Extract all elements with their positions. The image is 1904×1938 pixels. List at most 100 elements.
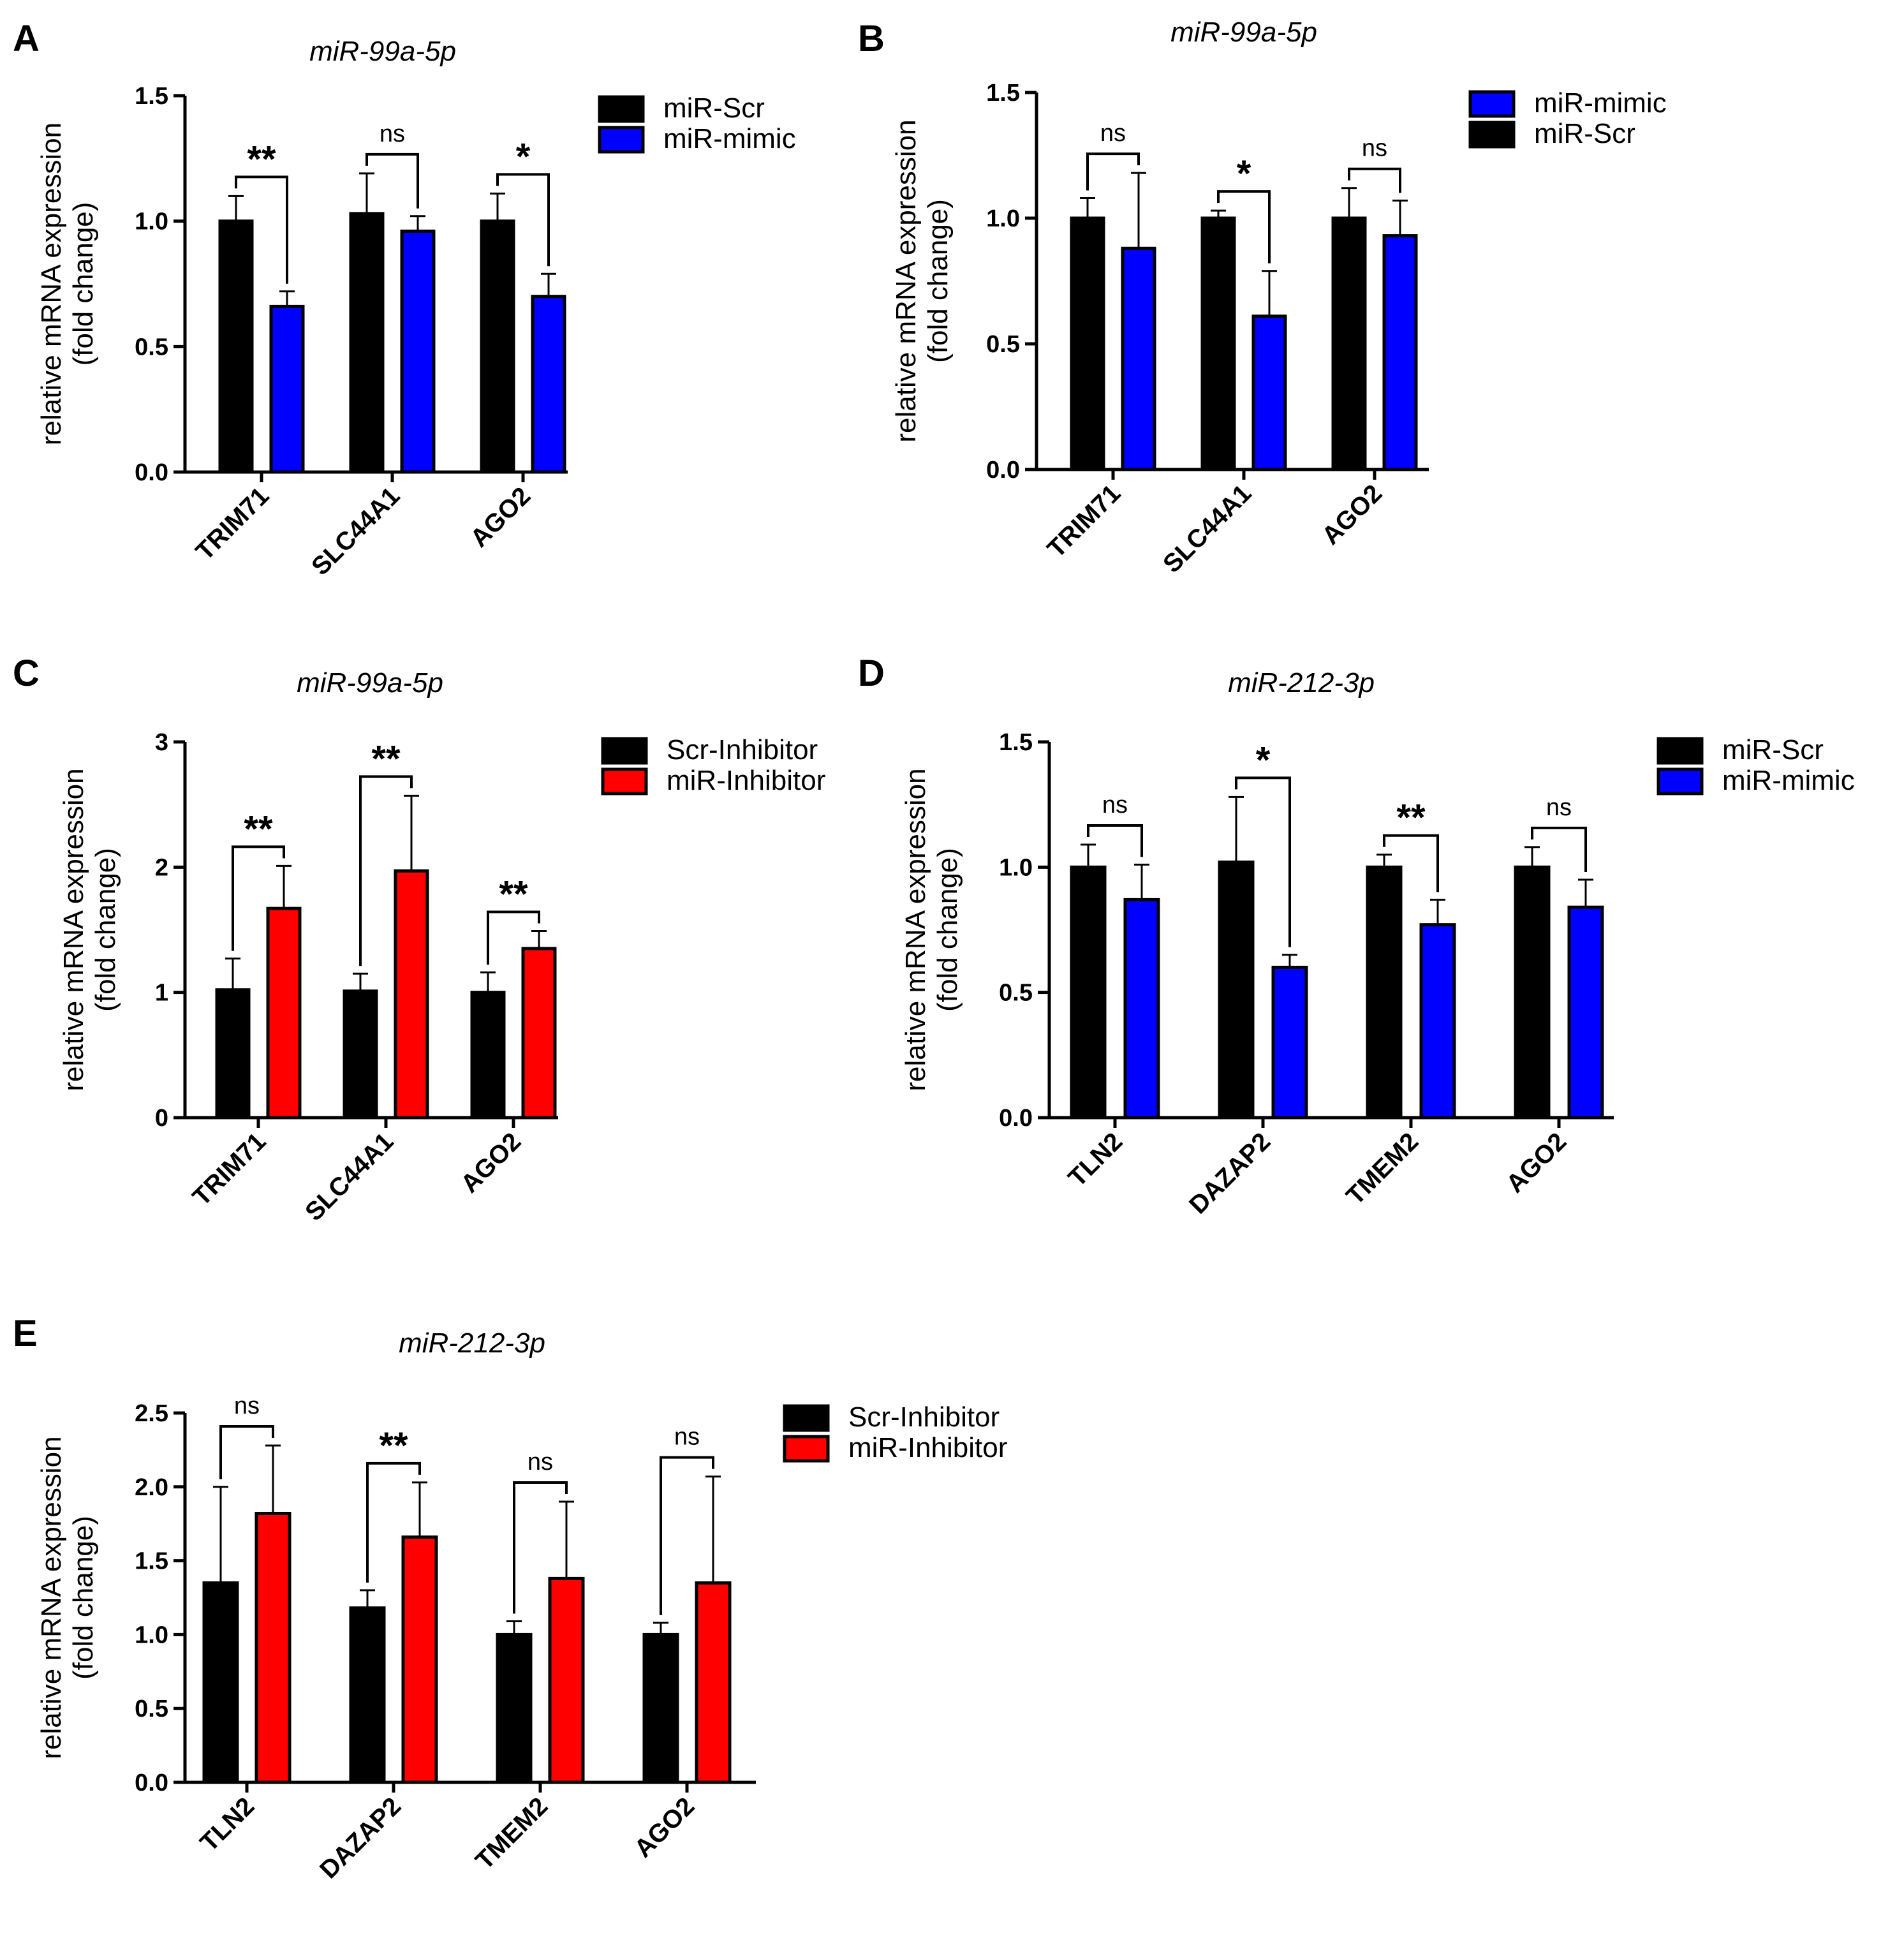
significance-label-stars: ** — [1396, 797, 1426, 839]
y-tick-label: 2 — [155, 854, 168, 881]
legend-swatch — [1468, 90, 1516, 118]
y-tick-label: 0.5 — [135, 1696, 168, 1722]
y-axis-label: relative mRNA expression(fold change) — [58, 768, 121, 1091]
significance-label-ns: ns — [528, 1449, 553, 1476]
bar-mir-scr — [1331, 216, 1367, 471]
chart-title: miR-99a-5p — [297, 667, 443, 699]
significance-bracket — [1086, 152, 1140, 191]
y-tick-label: 3 — [155, 729, 168, 756]
bar-mir-mimic — [1121, 246, 1156, 471]
significance-label-stars: * — [1237, 153, 1251, 195]
y-axis-label-line: relative mRNA expression — [890, 119, 922, 442]
y-tick-label: 0.5 — [135, 334, 168, 360]
legend-swatch — [598, 95, 645, 123]
significance-label-ns: ns — [1362, 135, 1387, 162]
chart-title: miR-212-3p — [1228, 667, 1375, 699]
bar-mir-scr — [1070, 216, 1105, 471]
legend-label: miR-mimic — [1534, 87, 1667, 119]
bar-mir-mimic — [1382, 234, 1418, 471]
y-axis-label-line: (fold change) — [68, 1516, 99, 1680]
bar-mir-inhibitor — [695, 1581, 732, 1784]
y-axis-label: relative mRNA expression(fold change) — [900, 768, 963, 1091]
legend-label: Scr-Inhibitor — [667, 734, 818, 766]
y-tick-label: 0.0 — [986, 457, 1020, 484]
significance-label-ns: ns — [1546, 794, 1572, 821]
legend-swatch — [601, 737, 648, 765]
y-axis-label-line: relative mRNA expression — [36, 1436, 67, 1759]
significance-label-stars: ** — [499, 873, 528, 915]
significance-label-ns: ns — [1102, 792, 1128, 818]
significance-label-stars: ** — [247, 138, 276, 180]
panel-letter: E — [13, 1313, 38, 1354]
significance-bracket — [359, 775, 413, 966]
significance-label-ns: ns — [380, 121, 405, 147]
legend-swatch — [783, 1404, 830, 1432]
legend-swatch — [1468, 121, 1516, 149]
significance-bracket — [496, 173, 550, 267]
y-tick-label: 1.0 — [135, 1622, 168, 1648]
significance-bracket — [366, 1461, 421, 1583]
legend-label: miR-Scr — [663, 92, 765, 124]
bar-mir-scr — [218, 219, 254, 474]
chart-title: miR-99a-5p — [309, 36, 456, 67]
significance-label-stars: * — [516, 136, 531, 177]
significance-bracket — [1531, 826, 1587, 872]
bar-mir-scr — [1200, 216, 1236, 471]
bar-scr-inhibitor — [470, 991, 506, 1120]
bar-mir-inhibitor — [401, 1535, 438, 1784]
bar-mir-inhibitor — [255, 1511, 292, 1784]
legend-label: miR-Inhibitor — [848, 1432, 1007, 1463]
legend-label: miR-Scr — [1722, 734, 1824, 766]
panel-letter: D — [858, 653, 885, 694]
legend-label: miR-mimic — [663, 123, 796, 154]
y-tick-label: 0.0 — [135, 1770, 168, 1796]
bar-scr-inhibitor — [215, 988, 251, 1120]
panel-letter: C — [13, 653, 40, 694]
bar-mir-mimic — [1567, 905, 1604, 1120]
significance-bracket — [1087, 824, 1143, 857]
y-tick-label: 2.5 — [135, 1400, 168, 1427]
significance-label-stars: ** — [371, 738, 401, 780]
legend-label: miR-mimic — [1722, 765, 1855, 796]
significance-label-ns: ns — [674, 1424, 700, 1451]
y-tick-label: 0.5 — [986, 331, 1020, 358]
bar-scr-inhibitor — [343, 989, 378, 1120]
bar-scr-inhibitor — [642, 1632, 679, 1784]
significance-bracket — [1383, 834, 1439, 892]
y-tick-label: 1.0 — [999, 854, 1033, 881]
y-axis-label: relative mRNA expression(fold change) — [36, 122, 99, 445]
bar-mir-mimic — [1419, 923, 1456, 1120]
bar-mir-mimic — [400, 229, 436, 474]
legend-swatch — [598, 126, 645, 154]
significance-label-stars: ** — [379, 1425, 408, 1467]
bar-mir-mimic — [531, 295, 566, 474]
significance-bracket — [232, 845, 285, 951]
bar-scr-inhibitor — [202, 1581, 239, 1784]
bar-mir-scr — [1218, 860, 1255, 1120]
bar-mir-scr — [349, 212, 385, 474]
bar-mir-scr — [1070, 865, 1107, 1120]
y-axis-label-line: relative mRNA expression — [900, 768, 931, 1091]
y-tick-label: 1.5 — [999, 729, 1033, 756]
significance-bracket — [235, 175, 288, 284]
y-tick-label: 1.5 — [135, 1548, 168, 1575]
y-tick-label: 1.5 — [986, 80, 1020, 107]
significance-bracket — [1235, 776, 1291, 947]
bar-scr-inhibitor — [349, 1606, 386, 1784]
y-tick-label: 0.0 — [999, 1105, 1033, 1132]
legend-label: Scr-Inhibitor — [848, 1402, 1000, 1433]
significance-bracket — [487, 910, 540, 965]
significance-bracket — [513, 1481, 568, 1614]
bar-mir-inhibitor — [394, 869, 429, 1120]
bar-mir-scr — [480, 219, 515, 474]
panel-letter: A — [13, 18, 40, 59]
y-axis-label-line: relative mRNA expression — [58, 768, 89, 1091]
y-tick-label: 1.0 — [135, 209, 168, 235]
y-tick-label: 0.5 — [999, 980, 1033, 1007]
significance-bracket — [1348, 167, 1401, 193]
y-axis-label-line: relative mRNA expression — [36, 122, 67, 445]
bar-mir-scr — [1514, 865, 1551, 1120]
bar-mir-mimic — [269, 304, 305, 474]
